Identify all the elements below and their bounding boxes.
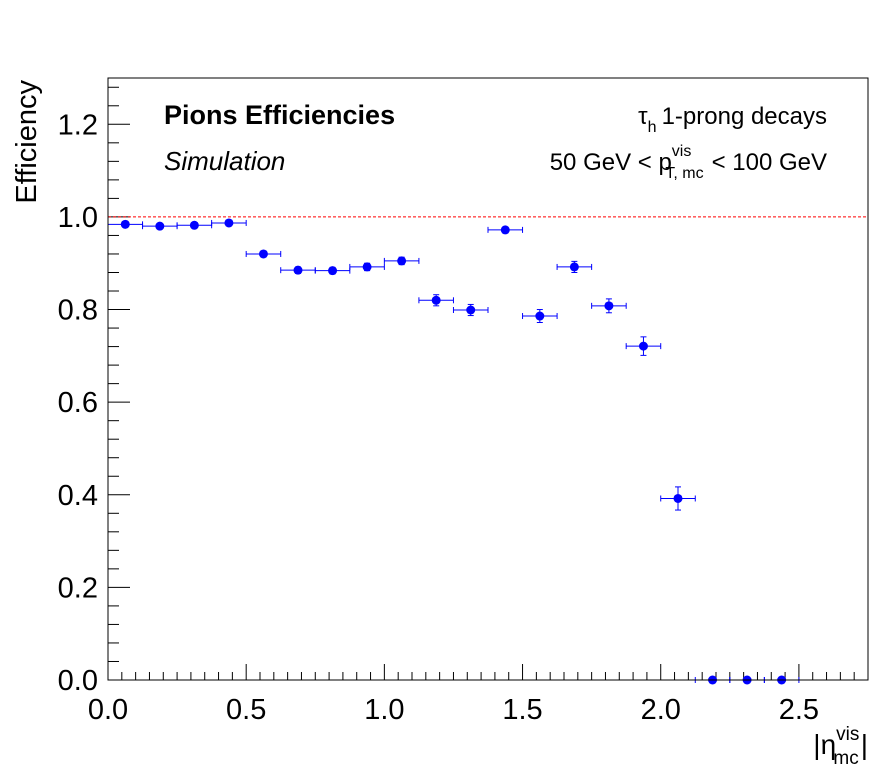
data-point (625, 336, 662, 356)
data-marker (569, 262, 579, 272)
x-label-bar: | (861, 729, 868, 760)
decay-text: 1-prong decays (662, 103, 827, 130)
data-point (245, 249, 282, 259)
y-tick-label: 0.6 (58, 387, 98, 419)
data-point (176, 220, 213, 230)
y-tick-label: 0.4 (58, 480, 98, 512)
data-marker (224, 218, 234, 228)
data-point (418, 294, 454, 307)
x-tick-label: 2.5 (779, 694, 819, 726)
data-point (142, 221, 178, 231)
y-tick-label: 0.0 (58, 665, 98, 697)
data-marker (466, 305, 476, 315)
y-axis-label: Efficiency (11, 80, 43, 204)
data-point (349, 262, 385, 272)
x-axis-label: |ηvis mc| (813, 724, 868, 769)
pt-superscript: vis (672, 143, 692, 160)
data-marker (189, 220, 199, 230)
data-point (452, 303, 489, 317)
pt-range-left: 50 GeV < p (550, 149, 672, 176)
data-marker (535, 311, 545, 321)
data-marker (362, 262, 372, 272)
data-marker (604, 301, 614, 311)
data-point (522, 309, 558, 324)
data-point (211, 218, 247, 228)
data-marker (500, 225, 510, 235)
data-marker (673, 493, 683, 503)
y-tick-label: 0.8 (58, 295, 98, 327)
x-tick-label: 0.0 (88, 694, 128, 726)
data-point (556, 260, 593, 273)
tau-subscript: h (648, 119, 657, 136)
y-tick-labels: 0.0 0.2 0.4 0.6 0.8 1.0 1.2 (58, 109, 98, 697)
x-tick-label: 1.5 (502, 694, 542, 726)
y-tick-label: 1.2 (58, 109, 98, 141)
x-tick-labels: 0.0 0.5 1.0 1.5 2.0 2.5 (88, 694, 819, 726)
plot-frame (107, 77, 869, 681)
title-italic: Simulation (164, 146, 285, 176)
data-points (107, 218, 800, 685)
x-tick-label: 2.0 (641, 694, 681, 726)
y-tick-label: 1.0 (58, 202, 98, 234)
data-point (487, 225, 524, 235)
x-tick-label: 1.0 (364, 694, 404, 726)
pt-subscript: T, mc (665, 165, 703, 182)
tau-symbol: τ (638, 103, 648, 130)
x-label-subscript: mc (833, 748, 858, 769)
pt-range-right: < 100 GeV (712, 149, 827, 176)
decay-annotation: τh 1-prong decays (638, 103, 827, 136)
y-tick-label: 0.2 (58, 572, 98, 604)
data-point (591, 298, 627, 314)
title-bold: Pions Efficiencies (164, 100, 395, 130)
minor-ticks (107, 86, 869, 681)
data-marker (293, 265, 303, 275)
data-marker (638, 341, 648, 351)
data-point (314, 266, 351, 276)
data-marker (397, 256, 407, 266)
data-point (107, 219, 144, 229)
data-marker (120, 219, 130, 229)
x-tick-label: 0.5 (226, 694, 266, 726)
data-point (660, 486, 696, 511)
x-label-eta: |η (813, 729, 836, 760)
data-marker (431, 295, 441, 305)
data-marker (155, 221, 165, 231)
data-point (383, 256, 420, 266)
data-point (280, 265, 316, 275)
pt-range-annotation: 50 GeV < pvis T, mc < 100 GeV (550, 143, 827, 182)
data-marker (258, 249, 268, 259)
x-label-superscript: vis (836, 724, 859, 745)
data-marker (328, 266, 338, 276)
